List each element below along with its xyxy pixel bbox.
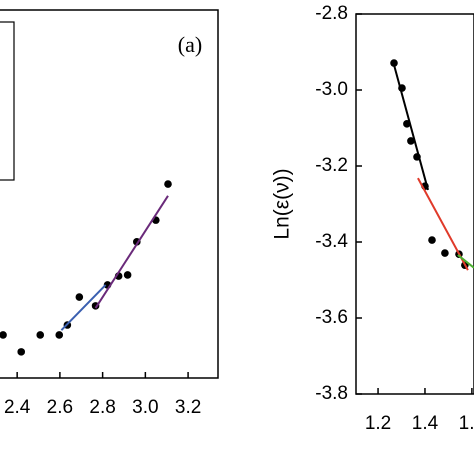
y-tick-label: -3.0 [315,79,348,100]
y-tick-label: -3.2 [315,155,348,176]
y-tick-label: -3.8 [315,383,348,404]
x-tick-label: 2.6 [47,397,73,418]
x-tick-label: 1.6 [459,413,474,434]
legend-box [0,21,15,181]
fit-line [393,64,429,191]
fit-line [60,284,107,331]
y-tick-label: -2.8 [315,3,348,24]
data-point [55,331,64,339]
plot-frame [355,13,474,395]
data-point [164,180,172,188]
y-axis-label: Ln(ε(ν)) [271,168,294,239]
x-tick-label: 2.4 [4,397,31,418]
y-tick-label: -3.6 [315,307,348,328]
x-tick-label: 1.2 [365,413,391,434]
data-point [75,293,84,301]
x-tick-label: 2.8 [89,397,115,418]
x-tick-label: 3.0 [132,397,158,418]
data-point [428,236,436,244]
data-point [407,137,415,145]
plot-frame [0,9,219,379]
data-point [441,249,449,257]
data-point [0,331,7,339]
data-point [123,271,132,279]
data-point [17,348,26,356]
fit-line [417,177,469,271]
fit-line [457,254,474,269]
x-tick-label: 3.2 [175,397,201,418]
fit-line [94,195,169,309]
data-point [390,59,398,67]
data-point [36,331,45,339]
y-tick-label: -3.4 [315,231,348,252]
annotation: (a) [178,32,202,57]
x-tick-label: 1.4 [412,413,439,434]
